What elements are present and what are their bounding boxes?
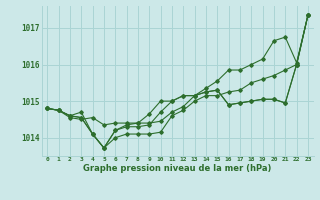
X-axis label: Graphe pression niveau de la mer (hPa): Graphe pression niveau de la mer (hPa) [84, 164, 272, 173]
